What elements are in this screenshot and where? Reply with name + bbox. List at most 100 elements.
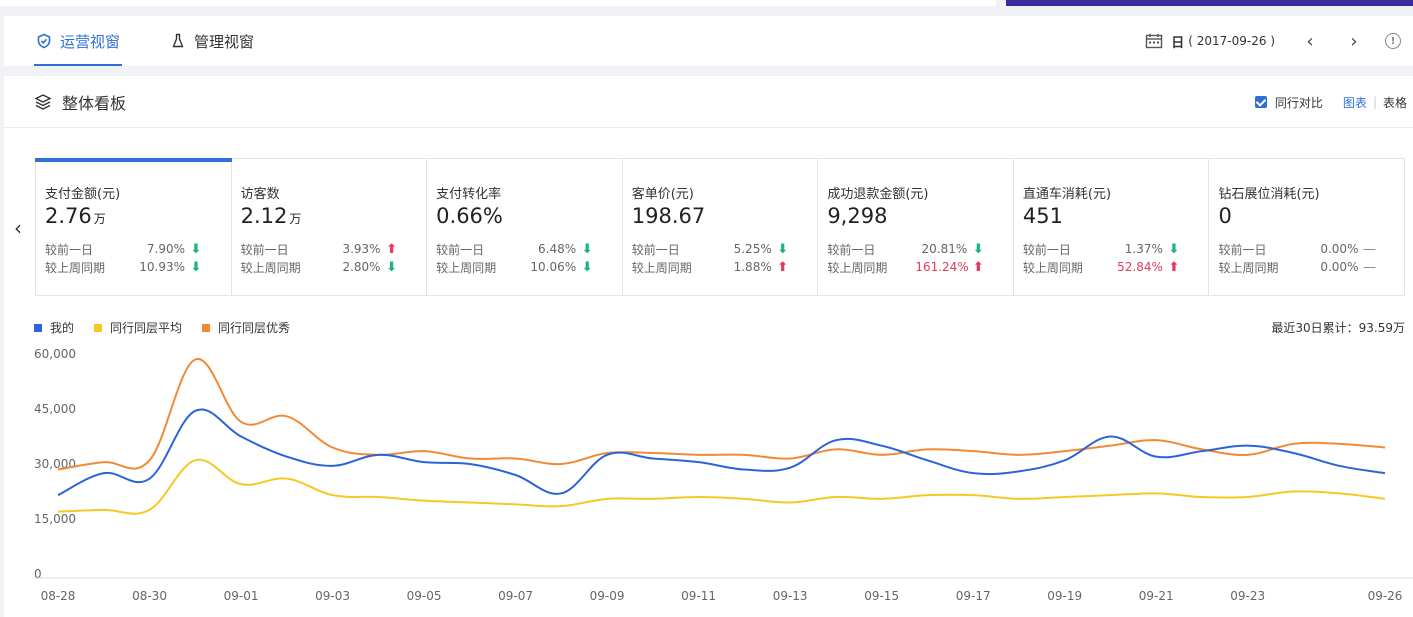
x-tick-label: 09-03 xyxy=(315,589,350,603)
metric-compare-row: 较上周同期 2.80% ⬇ xyxy=(241,258,427,276)
panel-title: 整体看板 xyxy=(62,93,127,113)
metric-compare-row: 较上周同期 10.06% ⬇ xyxy=(436,258,622,276)
arrow-down-icon: ⬇ xyxy=(190,241,202,257)
info-icon[interactable]: ! xyxy=(1385,33,1401,49)
chart-legend: 我的 同行同层平均 同行同层优秀 xyxy=(34,319,310,336)
metric-label: 访客数 xyxy=(240,187,280,202)
metric-value: 0.66% xyxy=(436,204,503,228)
compare-value: 10.06% xyxy=(530,260,577,274)
total-30-days: 最近30日累计：93.59万 xyxy=(1271,321,1405,335)
arrow-down-icon: ⬇ xyxy=(190,259,202,275)
legend-label: 同行同层平均 xyxy=(110,321,183,335)
compare-value: 1.37% xyxy=(1124,242,1163,256)
x-tick-label: 09-17 xyxy=(956,589,991,603)
series-line-peer-excellent[interactable] xyxy=(57,358,1386,471)
metric-label: 钻石展位消耗(元) xyxy=(1218,187,1320,202)
legend-item[interactable]: 同行同层平均 xyxy=(94,319,182,336)
view-separator: | xyxy=(1372,95,1377,109)
metric-label: 支付金额(元) xyxy=(45,187,121,202)
compare-value: 20.81% xyxy=(921,242,968,256)
view-table-link[interactable]: 表格 xyxy=(1382,95,1407,110)
x-tick-label: 09-11 xyxy=(681,589,716,603)
metric-card[interactable]: 访客数 2.12 万 较前一日 3.93% ⬆ 较上周同期 2.80% ⬇ xyxy=(232,159,428,295)
metric-card[interactable]: 支付转化率 0.66% 较前一日 6.48% ⬇ 较上周同期 10.06% ⬇ xyxy=(427,159,623,295)
metric-compare-row: 较上周同期 0.00% — xyxy=(1218,258,1404,276)
legend-swatch xyxy=(202,323,211,332)
compare-checkbox[interactable] xyxy=(1254,96,1267,108)
metric-value: 2.12 万 xyxy=(240,204,302,228)
metric-compare-row: 较前一日 6.48% ⬇ xyxy=(436,240,622,258)
x-tick-label: 09-26 xyxy=(1368,589,1403,603)
metric-value: 0 xyxy=(1218,204,1232,228)
tab-operations-view[interactable]: 运营视窗 xyxy=(34,16,123,66)
metric-card[interactable]: 客单价(元) 198.67 较前一日 5.25% ⬇ 较上周同期 1.88% ⬆ xyxy=(623,159,819,295)
arrow-down-icon: ⬇ xyxy=(581,259,593,275)
arrow-up-icon: ⬆ xyxy=(777,259,789,275)
compare-period-label: 较前一日 xyxy=(1218,242,1267,257)
compare-value: 0.00% xyxy=(1320,242,1359,256)
calendar-icon[interactable] xyxy=(1145,33,1163,49)
top-strip-right xyxy=(1006,0,1413,6)
compare-value: 6.48% xyxy=(538,242,577,256)
panel-header: 整体看板 同行对比 图表 | 表格 xyxy=(4,76,1413,128)
legend-swatch xyxy=(94,323,103,332)
metric-value: 198.67 xyxy=(631,204,706,228)
view-chart-link[interactable]: 图表 xyxy=(1342,95,1367,110)
compare-period-label: 较上周同期 xyxy=(1218,260,1279,275)
tab-management-label: 管理视窗 xyxy=(194,32,255,51)
metric-compare-row: 较前一日 20.81% ⬇ xyxy=(827,240,1013,258)
metric-unit: 万 xyxy=(289,212,302,226)
compare-value: 2.80% xyxy=(342,260,381,274)
y-tick-label: 15,000 xyxy=(34,512,76,526)
carousel-prev-icon[interactable]: ‹ xyxy=(14,216,22,240)
x-tick-label: 09-13 xyxy=(773,589,808,603)
x-tick-label: 09-21 xyxy=(1139,589,1174,603)
y-tick-label: 30,000 xyxy=(34,457,76,471)
compare-period-label: 较前一日 xyxy=(1022,242,1071,257)
metric-compare-row: 较上周同期 161.24% ⬆ xyxy=(827,258,1013,276)
compare-value: 10.93% xyxy=(139,260,185,274)
series-line-mine[interactable] xyxy=(57,408,1386,497)
metric-card[interactable]: 支付金额(元) 2.76 万 较前一日 7.90% ⬇ 较上周同期 10.93% ⬇ xyxy=(35,158,232,295)
arrow-down-icon: ⬇ xyxy=(1168,241,1180,257)
compare-value: 1.88% xyxy=(733,260,772,274)
legend-label: 我的 xyxy=(50,321,75,335)
x-tick-label: 09-23 xyxy=(1230,589,1265,603)
compare-label[interactable]: 同行对比 xyxy=(1274,95,1323,110)
arrow-down-icon: ⬇ xyxy=(386,259,398,275)
arrow-down-icon: ⬇ xyxy=(972,241,984,257)
tab-operations-label: 运营视窗 xyxy=(60,32,121,51)
y-tick-label: 45,000 xyxy=(34,402,76,416)
compare-value: 5.25% xyxy=(733,242,772,256)
chevron-left-icon[interactable]: ‹ xyxy=(1306,30,1314,52)
x-tick-label: 09-05 xyxy=(407,589,442,603)
legend-item[interactable]: 同行同层优秀 xyxy=(202,319,290,336)
arrow-down-icon: ⬇ xyxy=(777,241,789,257)
layers-icon xyxy=(34,93,52,110)
metric-card[interactable]: 成功退款金额(元) 9,298 较前一日 20.81% ⬇ 较上周同期 161.2… xyxy=(818,159,1014,295)
series-line-peer-average[interactable] xyxy=(57,458,1386,515)
arrow-up-icon: ⬆ xyxy=(386,241,398,257)
metric-compare-row: 较上周同期 1.88% ⬆ xyxy=(632,258,818,276)
dash-icon: — xyxy=(1362,259,1376,275)
legend-swatch xyxy=(34,323,42,332)
y-tick-label: 0 xyxy=(34,567,42,581)
metric-value: 9,298 xyxy=(827,204,888,228)
legend-item[interactable]: 我的 xyxy=(34,319,74,336)
compare-value: 3.93% xyxy=(342,242,381,256)
metric-card[interactable]: 钻石展位消耗(元) 0 较前一日 0.00% — 较上周同期 0.00% — xyxy=(1209,159,1404,295)
compare-period-label: 较上周同期 xyxy=(240,260,301,275)
metric-compare-row: 较前一日 3.93% ⬆ xyxy=(241,240,427,258)
trend-chart: 0 15,000 30,000 45,000 60,000 08-28 08-30 09-01… xyxy=(34,347,1413,603)
dash-icon: — xyxy=(1362,241,1376,257)
date-value[interactable]: ( 2017-09-26 ) xyxy=(1188,34,1275,48)
chevron-right-icon[interactable]: › xyxy=(1350,30,1358,52)
date-granularity[interactable]: 日 xyxy=(1171,35,1185,51)
y-tick-label: 60,000 xyxy=(34,347,76,361)
metric-card[interactable]: 直通车消耗(元) 451 较前一日 1.37% ⬇ 较上周同期 52.84% ⬆ xyxy=(1014,159,1210,295)
metric-compare-row: 较前一日 7.90% ⬇ xyxy=(45,240,231,258)
x-tick-label: 09-07 xyxy=(498,589,533,603)
tab-management-view[interactable]: 管理视窗 xyxy=(170,16,254,66)
metric-compare-row: 较前一日 1.37% ⬇ xyxy=(1023,240,1209,258)
metric-value: 451 xyxy=(1022,204,1063,228)
